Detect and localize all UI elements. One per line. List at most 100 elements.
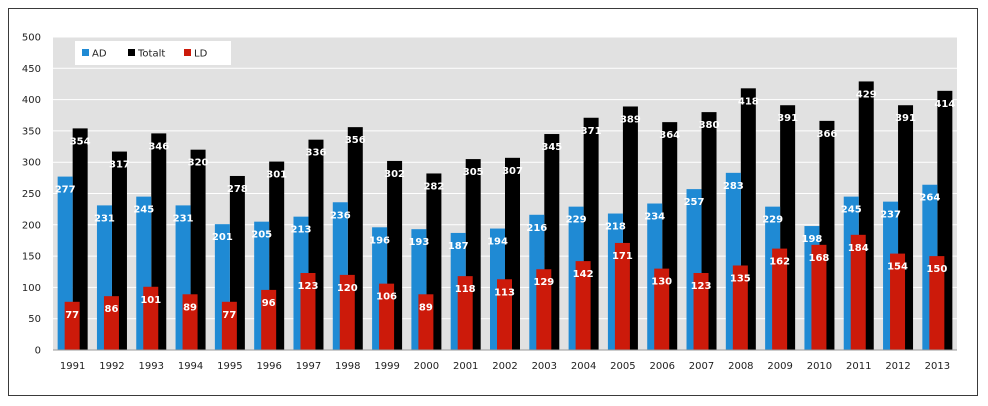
bar-ld — [811, 244, 827, 350]
bar-ld — [379, 283, 395, 350]
x-tick-label: 2000 — [414, 361, 439, 372]
data-label-ld: 77 — [65, 310, 79, 321]
x-tick-label: 1998 — [335, 361, 360, 372]
bar-ld — [221, 301, 237, 350]
data-label-totalt: 278 — [227, 184, 248, 195]
legend-label-ad: AD — [92, 49, 107, 60]
y-tick-label: 200 — [22, 220, 41, 231]
data-label-totalt: 418 — [738, 96, 759, 107]
data-label-ad: 198 — [801, 234, 822, 245]
data-label-ld: 162 — [769, 257, 790, 268]
data-label-totalt: 354 — [70, 136, 91, 147]
bar-ld — [103, 296, 119, 350]
data-label-ld: 129 — [533, 277, 554, 288]
y-tick-label: 350 — [22, 126, 41, 137]
data-label-totalt: 389 — [620, 114, 641, 125]
bar-ld — [457, 276, 473, 350]
data-label-ad: 187 — [448, 241, 469, 252]
x-tick-label: 2011 — [846, 361, 871, 372]
data-label-ld: 135 — [730, 273, 751, 284]
data-label-ad: 264 — [919, 193, 940, 204]
data-label-ld: 142 — [573, 269, 594, 280]
x-tick-label: 2004 — [571, 361, 596, 372]
y-tick-label: 0 — [35, 346, 41, 357]
bar-ld — [497, 279, 512, 350]
data-label-totalt: 356 — [345, 135, 366, 146]
data-label-totalt: 380 — [699, 120, 720, 131]
bar-ld — [929, 256, 945, 350]
data-label-ad: 231 — [173, 213, 194, 224]
y-tick-label: 450 — [22, 64, 41, 75]
data-label-totalt: 282 — [423, 181, 444, 192]
bar-totalt — [72, 128, 88, 350]
data-label-ad: 205 — [251, 230, 272, 241]
y-tick-label: 400 — [22, 95, 41, 106]
data-label-ad: 216 — [526, 223, 547, 234]
x-tick-label: 2001 — [453, 361, 478, 372]
x-tick-label: 2005 — [610, 361, 635, 372]
x-tick-label: 2009 — [767, 361, 792, 372]
bar-ld — [575, 261, 591, 350]
bar-ld — [261, 289, 277, 350]
data-label-ad: 213 — [291, 225, 312, 236]
x-tick-label: 1996 — [256, 361, 281, 372]
data-label-totalt: 429 — [856, 89, 877, 100]
y-tick-label: 500 — [22, 33, 41, 44]
data-label-totalt: 364 — [659, 130, 680, 141]
data-label-ad: 245 — [133, 205, 154, 216]
data-label-totalt: 301 — [266, 170, 287, 181]
data-label-ad: 193 — [408, 237, 429, 248]
x-tick-label: 1994 — [178, 361, 203, 372]
bar-ld — [693, 273, 709, 350]
bar-ld — [614, 242, 630, 350]
x-tick-label: 1993 — [139, 361, 164, 372]
data-label-ld: 89 — [419, 302, 433, 313]
bar-ld — [300, 273, 316, 350]
data-label-ld: 184 — [848, 243, 869, 254]
data-label-totalt: 371 — [581, 126, 602, 137]
data-label-ad: 257 — [684, 197, 705, 208]
y-tick-label: 50 — [28, 314, 41, 325]
data-label-ld: 171 — [612, 251, 633, 262]
data-label-ad: 283 — [723, 181, 744, 192]
data-label-ad: 236 — [330, 210, 351, 221]
y-tick-label: 100 — [22, 283, 41, 294]
bar-ld — [418, 294, 434, 350]
data-label-totalt: 317 — [109, 160, 130, 171]
data-label-totalt: 346 — [148, 141, 169, 152]
x-tick-label: 2010 — [807, 361, 832, 372]
x-tick-label: 2013 — [925, 361, 950, 372]
data-label-ad: 237 — [880, 210, 901, 221]
data-label-ld: 89 — [183, 302, 197, 313]
legend-swatch-ld — [184, 49, 191, 56]
legend: AD Totalt LD — [75, 41, 231, 65]
data-label-totalt: 345 — [541, 142, 562, 153]
y-tick-label: 150 — [22, 252, 41, 263]
data-label-totalt: 391 — [895, 113, 916, 124]
data-label-totalt: 305 — [463, 167, 484, 178]
y-tick-label: 250 — [22, 189, 41, 200]
data-label-totalt: 302 — [384, 169, 405, 180]
data-label-totalt: 366 — [816, 129, 837, 140]
x-tick-label: 1991 — [60, 361, 85, 372]
bar-ld — [772, 248, 788, 350]
data-label-totalt: 320 — [188, 158, 209, 169]
data-label-ad: 231 — [94, 213, 115, 224]
data-label-ld: 96 — [262, 298, 276, 309]
bar-ld — [890, 253, 906, 350]
x-tick-label: 2006 — [649, 361, 674, 372]
x-tick-label: 2003 — [532, 361, 557, 372]
x-tick-label: 2008 — [728, 361, 753, 372]
x-tick-label: 1992 — [99, 361, 124, 372]
bar-ld — [536, 269, 552, 350]
data-label-ad: 194 — [487, 237, 508, 248]
bar-ld — [654, 268, 670, 350]
data-label-ld: 106 — [376, 292, 397, 303]
data-label-ad: 196 — [369, 235, 390, 246]
x-tick-label: 1999 — [374, 361, 399, 372]
data-label-ld: 101 — [140, 295, 161, 306]
data-label-ad: 218 — [605, 222, 626, 233]
x-tick-label: 2012 — [885, 361, 910, 372]
legend-label-totalt: Totalt — [137, 49, 165, 60]
